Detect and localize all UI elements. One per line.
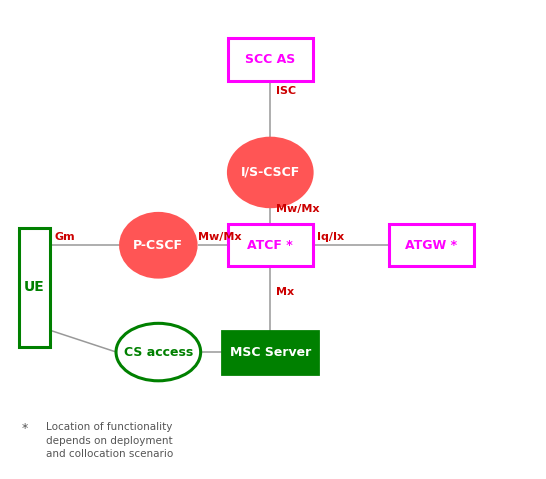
Text: CS access: CS access bbox=[124, 345, 193, 359]
Text: Mw/Mx: Mw/Mx bbox=[276, 204, 319, 214]
FancyBboxPatch shape bbox=[19, 228, 50, 347]
FancyBboxPatch shape bbox=[389, 224, 474, 266]
Text: Gm: Gm bbox=[55, 232, 75, 242]
Ellipse shape bbox=[228, 138, 312, 207]
FancyBboxPatch shape bbox=[228, 38, 312, 81]
Text: Location of functionality: Location of functionality bbox=[46, 422, 173, 433]
FancyBboxPatch shape bbox=[228, 224, 312, 266]
Text: P-CSCF: P-CSCF bbox=[133, 239, 183, 252]
Text: Mx: Mx bbox=[276, 287, 294, 297]
Text: ISC: ISC bbox=[276, 86, 296, 96]
Text: Iq/Ix: Iq/Ix bbox=[317, 232, 344, 242]
Ellipse shape bbox=[120, 213, 197, 278]
FancyBboxPatch shape bbox=[223, 331, 318, 374]
Ellipse shape bbox=[116, 323, 200, 381]
Text: ATCF *: ATCF * bbox=[247, 239, 293, 252]
Text: depends on deployment: depends on deployment bbox=[46, 436, 173, 446]
Text: Mw/Mx: Mw/Mx bbox=[198, 232, 242, 242]
Text: and collocation scenario: and collocation scenario bbox=[46, 449, 174, 459]
Text: ATGW *: ATGW * bbox=[405, 239, 458, 252]
Text: MSC Server: MSC Server bbox=[230, 345, 311, 359]
Text: I/S-CSCF: I/S-CSCF bbox=[241, 166, 300, 179]
Text: UE: UE bbox=[24, 280, 45, 295]
Text: *: * bbox=[22, 422, 28, 435]
Text: SCC AS: SCC AS bbox=[245, 53, 295, 67]
